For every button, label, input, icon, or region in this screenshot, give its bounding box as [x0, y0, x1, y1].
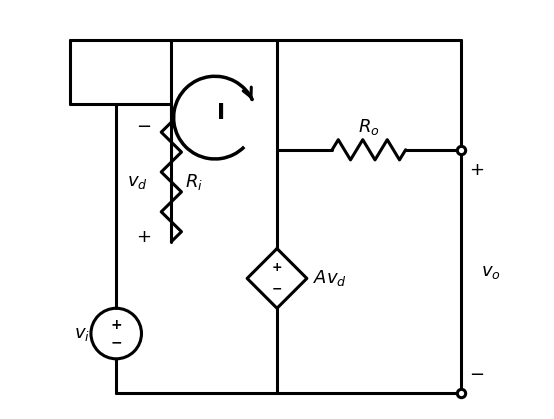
Text: $v_d$: $v_d$ — [126, 173, 147, 191]
Text: −: − — [110, 335, 122, 349]
Text: +: + — [271, 261, 283, 274]
Text: $R_i$: $R_i$ — [186, 172, 203, 192]
Text: $+$: $+$ — [136, 228, 151, 246]
Text: −: − — [272, 282, 282, 295]
Text: $+$: $+$ — [469, 161, 484, 179]
Text: $\mathbf{I}$: $\mathbf{I}$ — [216, 103, 224, 123]
Text: $-$: $-$ — [136, 116, 151, 134]
Text: $Av_d$: $Av_d$ — [313, 269, 347, 288]
Text: $-$: $-$ — [469, 364, 484, 382]
Text: $v_o$: $v_o$ — [481, 263, 500, 280]
Text: +: + — [110, 318, 122, 332]
Text: $v_i$: $v_i$ — [74, 325, 90, 343]
Text: $R_o$: $R_o$ — [358, 117, 379, 137]
